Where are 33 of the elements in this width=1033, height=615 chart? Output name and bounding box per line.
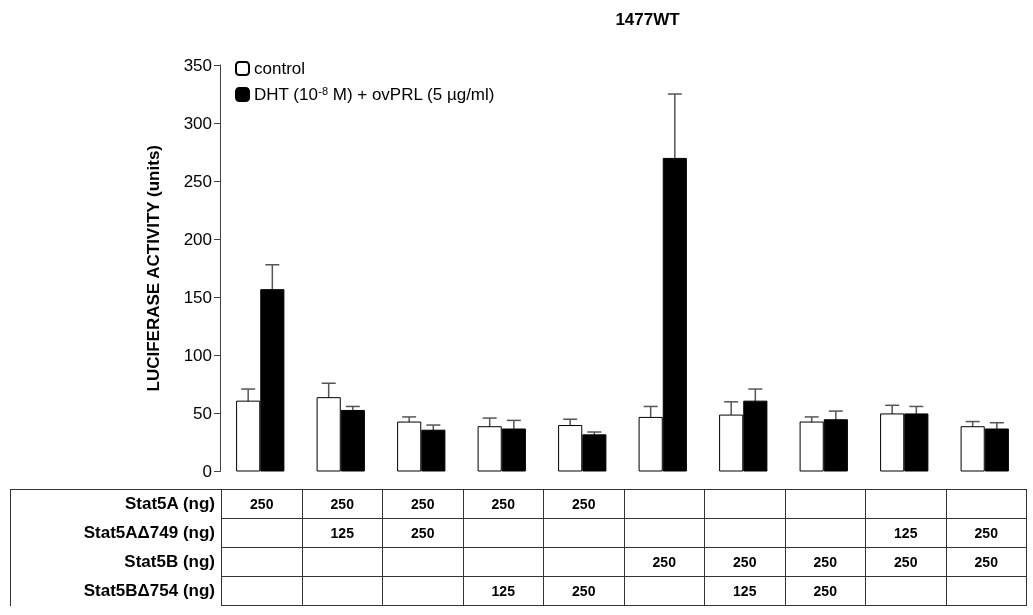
text: 250 <box>624 547 705 577</box>
text: 250 <box>543 576 624 606</box>
y-tick-label: 150 <box>183 287 212 307</box>
text: Stat5B (ng) <box>10 547 222 577</box>
y-tick-label: 50 <box>193 403 212 423</box>
text: 250 <box>785 576 866 606</box>
y-tick-label: 350 <box>183 55 212 75</box>
text: 125 <box>302 518 383 548</box>
text: 250 <box>463 489 544 519</box>
text: Stat5A (ng) <box>10 489 222 519</box>
text: 125 <box>704 576 785 606</box>
text: 250 <box>865 547 946 577</box>
text: 125 <box>463 576 544 606</box>
y-tick-label: 100 <box>183 345 212 365</box>
y-tick-label: 250 <box>183 171 212 191</box>
text: 250 <box>302 489 383 519</box>
chart-title: 1477WT <box>615 10 681 29</box>
text: 250 <box>221 489 302 519</box>
y-tick-label: 300 <box>183 113 212 133</box>
y-axis-title: LUCIFERASE ACTIVITY (units) <box>144 145 163 392</box>
text: Stat5BΔ754 (ng) <box>10 576 222 606</box>
text: 250 <box>704 547 785 577</box>
text: 250 <box>543 489 624 519</box>
text: 250 <box>382 489 463 519</box>
text: Stat5AΔ749 (ng) <box>10 518 222 548</box>
text: 250 <box>946 518 1027 548</box>
text: 250 <box>785 547 866 577</box>
text: 125 <box>865 518 946 548</box>
text: 250 <box>382 518 463 548</box>
text: 250 <box>946 547 1027 577</box>
y-tick-label: 0 <box>202 462 212 481</box>
y-tick-label: 200 <box>183 229 212 249</box>
legend-label: control <box>254 59 306 78</box>
